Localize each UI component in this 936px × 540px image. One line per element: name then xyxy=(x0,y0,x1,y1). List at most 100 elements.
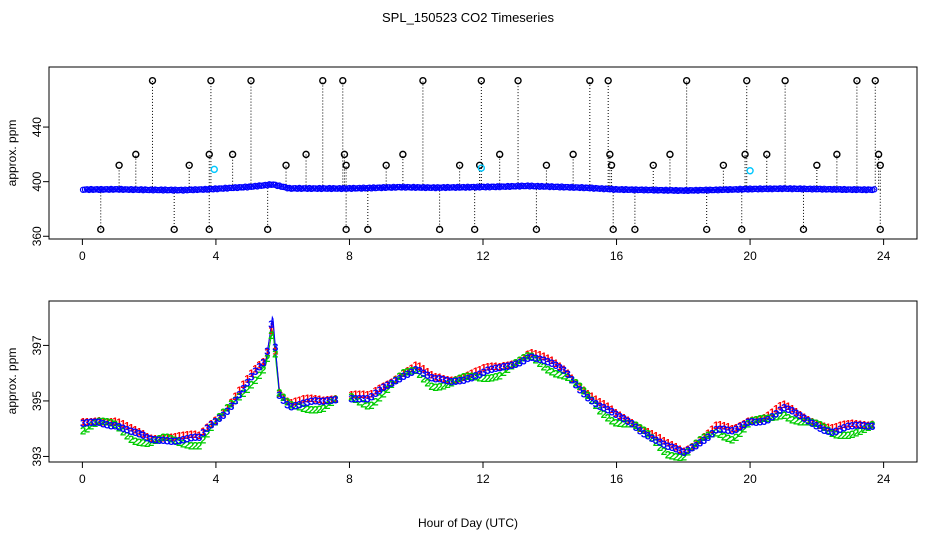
series-3-point: 3 xyxy=(264,346,270,358)
y-tick-label: 395 xyxy=(30,391,44,411)
series-2-point: 2 xyxy=(220,407,226,419)
series-1-point: 1 xyxy=(304,393,310,405)
series-2-point: 2 xyxy=(505,364,511,376)
series-3-point: 3 xyxy=(817,423,823,435)
series-2-point: 2 xyxy=(637,422,643,434)
series-3-point: 3 xyxy=(641,428,647,440)
series-3-point: 3 xyxy=(172,436,178,448)
series-1-point: 1 xyxy=(581,385,587,397)
series-1-point: 1 xyxy=(785,401,791,413)
series-1-point: 1 xyxy=(485,362,491,374)
spike-point xyxy=(853,76,861,85)
series-3-point: 3 xyxy=(232,395,238,407)
series-3-point: 3 xyxy=(188,432,194,444)
series-2-point: 2 xyxy=(112,419,118,431)
spike-point xyxy=(340,150,349,159)
series-3-point: 3 xyxy=(525,353,531,365)
series-3-point: 3 xyxy=(769,411,775,423)
series-2-point: 2 xyxy=(661,446,667,458)
spike-point xyxy=(743,76,751,85)
series-1-point: 1 xyxy=(392,374,398,386)
data-point xyxy=(708,186,716,194)
series-1-point: 1 xyxy=(509,359,515,371)
series-2-point: 2 xyxy=(204,428,210,440)
series-1-point: 1 xyxy=(545,353,551,365)
series-2-point: 2 xyxy=(477,372,483,384)
series-3-point: 3 xyxy=(304,397,310,409)
series-2-point: 2 xyxy=(741,423,747,435)
x-tick-label: 4 xyxy=(213,249,220,263)
series-3-point: 3 xyxy=(805,416,811,428)
series-2-point: 2 xyxy=(869,419,875,431)
series-3-point: 3 xyxy=(413,364,419,376)
series-3-point: 3 xyxy=(421,368,427,380)
spike-point xyxy=(604,76,612,85)
series-1-point: 1 xyxy=(316,394,322,406)
series-1-point: 1 xyxy=(573,378,579,390)
series-3-point: 3 xyxy=(685,445,691,457)
series-1-point: 1 xyxy=(489,361,495,373)
series-2-point: 2 xyxy=(865,422,871,434)
series-2-point: 2 xyxy=(445,379,451,391)
series-1-point: 1 xyxy=(140,429,146,441)
series-2-point: 2 xyxy=(621,418,627,430)
bottom-data-marks: 1111111111111111111111111111111111111111… xyxy=(80,315,875,464)
series-3-point: 3 xyxy=(417,366,423,378)
bottom-x-axis: 0 4 8 12 16 20 24 xyxy=(79,462,891,486)
series-3-point: 3 xyxy=(721,424,727,436)
data-point xyxy=(163,186,171,194)
series-1-point: 1 xyxy=(280,392,286,404)
series-3-point: 3 xyxy=(789,406,795,418)
series-2-point: 2 xyxy=(789,414,795,426)
series-2-point: 2 xyxy=(853,428,859,440)
spike-point xyxy=(205,150,213,159)
series-2-point: 2 xyxy=(224,403,230,415)
spike-point xyxy=(342,161,350,169)
data-point xyxy=(802,185,810,193)
series-2-point: 2 xyxy=(689,442,695,454)
data-point xyxy=(332,185,339,192)
series-2-point: 2 xyxy=(781,410,787,422)
spike-point xyxy=(148,76,157,85)
series-2-point: 2 xyxy=(777,410,783,422)
series-3-point: 3 xyxy=(565,369,571,381)
series-2-point: 2 xyxy=(525,350,531,362)
series-2-point: 2 xyxy=(725,433,731,445)
series-3-point: 3 xyxy=(180,435,186,447)
data-point xyxy=(750,185,758,193)
series-3-point: 3 xyxy=(569,374,575,386)
series-1-point: 1 xyxy=(565,368,571,380)
series-2-point: 2 xyxy=(132,436,138,448)
data-point xyxy=(760,185,768,192)
series-3-point: 3 xyxy=(785,404,791,416)
series-3-point: 3 xyxy=(861,421,867,433)
spike-point xyxy=(115,161,123,169)
series-1-point: 1 xyxy=(561,364,567,376)
series-1-point: 1 xyxy=(725,422,731,434)
series-1-point: 1 xyxy=(681,446,687,458)
series-2-point: 2 xyxy=(585,390,591,402)
series-3-point: 3 xyxy=(777,405,783,417)
series-3-point: 3 xyxy=(773,408,779,420)
series-1-point: 1 xyxy=(268,325,274,337)
series-2-point: 2 xyxy=(228,399,234,411)
series-3-point: 3 xyxy=(645,431,651,443)
series-2-point: 2 xyxy=(693,438,699,450)
series-2-point: 2 xyxy=(577,381,583,393)
series-1-point: 1 xyxy=(497,361,503,373)
spike-point xyxy=(455,161,464,169)
x-tick-label: 12 xyxy=(476,472,490,486)
series-3-point: 3 xyxy=(268,319,274,331)
series-2-point: 2 xyxy=(641,425,647,437)
series-1-point: 1 xyxy=(461,372,467,384)
spike-point xyxy=(185,161,193,169)
series-2-point: 2 xyxy=(509,361,515,373)
series-1-point: 1 xyxy=(849,418,855,430)
series-1-point: 1 xyxy=(501,361,507,373)
series-3-point: 3 xyxy=(657,437,663,449)
y-tick-label: 400 xyxy=(30,171,44,191)
series-1-point: 1 xyxy=(709,424,715,436)
series-2-point: 2 xyxy=(681,451,687,463)
data-point xyxy=(835,186,842,193)
series-2-point: 2 xyxy=(332,394,338,406)
